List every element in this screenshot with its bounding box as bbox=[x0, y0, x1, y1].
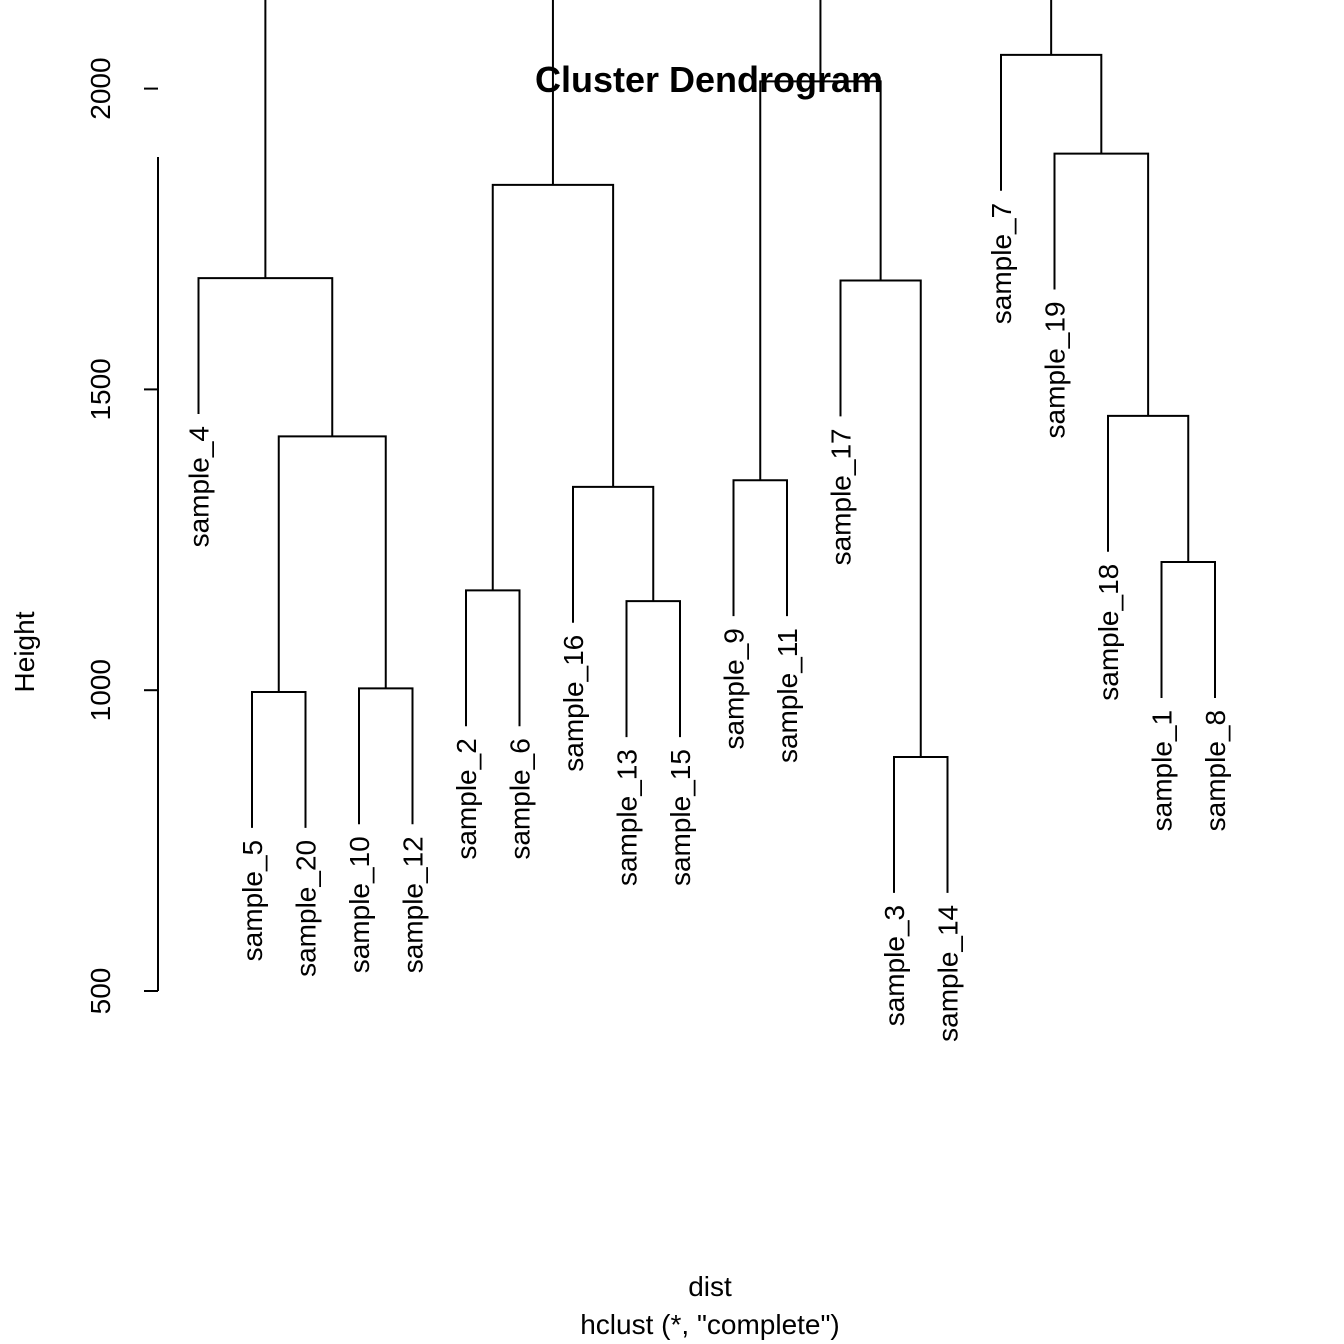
y-tick-label: 2000 bbox=[85, 57, 116, 119]
leaf-label: sample_7 bbox=[986, 203, 1017, 324]
leaf-label: sample_12 bbox=[398, 836, 429, 973]
y-axis-label: Height bbox=[9, 611, 40, 692]
dendrogram-tree bbox=[197, 0, 1216, 893]
leaf-label: sample_20 bbox=[291, 840, 322, 977]
merge-link bbox=[358, 687, 414, 825]
leaf-label: sample_1 bbox=[1147, 710, 1178, 831]
chart-title: Cluster Dendrogram bbox=[535, 59, 883, 100]
x-axis-label: dist bbox=[688, 1271, 732, 1302]
leaf-label: sample_9 bbox=[719, 628, 750, 749]
merge-link bbox=[264, 0, 554, 279]
leaf-label: sample_18 bbox=[1093, 564, 1124, 701]
merge-link bbox=[1053, 152, 1150, 416]
merge-link bbox=[893, 755, 949, 893]
merge-link bbox=[491, 183, 615, 591]
merge-link bbox=[1000, 53, 1103, 191]
leaf-label: sample_13 bbox=[612, 749, 643, 886]
leaf-label: sample_17 bbox=[826, 428, 857, 565]
leaf-label: sample_8 bbox=[1200, 710, 1231, 831]
merge-link bbox=[732, 479, 788, 617]
merge-link bbox=[625, 600, 681, 738]
merge-link bbox=[197, 277, 334, 437]
leaf-label: sample_10 bbox=[344, 836, 375, 973]
x-axis-sublabel: hclust (*, "complete") bbox=[580, 1309, 840, 1340]
leaf-label: sample_2 bbox=[451, 738, 482, 859]
merge-link bbox=[572, 485, 655, 623]
merge-link bbox=[251, 691, 307, 828]
leaf-label: sample_11 bbox=[772, 628, 803, 763]
y-tick-label: 1000 bbox=[85, 659, 116, 721]
y-tick-label: 1500 bbox=[85, 358, 116, 420]
leaf-label: sample_15 bbox=[665, 749, 696, 886]
leaf-label: sample_5 bbox=[237, 840, 268, 961]
leaf-label: sample_3 bbox=[879, 905, 910, 1026]
y-tick-label: 500 bbox=[85, 968, 116, 1015]
merge-link bbox=[465, 589, 521, 727]
merge-link bbox=[1107, 414, 1190, 563]
y-axis: 50010001500200025003000 bbox=[85, 57, 159, 1015]
leaf-label: sample_19 bbox=[1040, 301, 1071, 438]
leaf-label: sample_14 bbox=[933, 905, 964, 1042]
leaf-label: sample_4 bbox=[184, 426, 215, 547]
merge-link bbox=[1160, 561, 1216, 698]
leaf-label: sample_6 bbox=[505, 738, 536, 859]
merge-link bbox=[277, 435, 387, 693]
leaf-label: sample_16 bbox=[558, 635, 589, 772]
